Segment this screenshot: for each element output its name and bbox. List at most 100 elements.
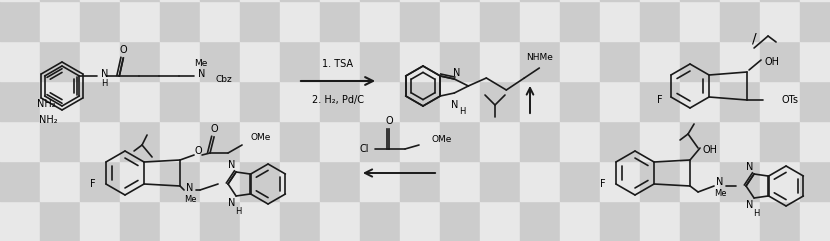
Bar [440,121,480,161]
Bar [720,201,760,241]
Bar [520,121,560,161]
Bar [240,161,280,201]
Bar [720,161,760,201]
Bar [160,0,200,1]
Bar [120,0,160,1]
Text: OMe: OMe [250,133,271,141]
Bar [200,1,240,41]
Bar [360,0,400,1]
Bar [120,161,160,201]
Text: H: H [101,79,108,87]
Bar [0,0,40,1]
Text: NH₂: NH₂ [39,115,57,125]
Text: Cbz: Cbz [215,75,232,85]
Bar [440,1,480,41]
Bar [360,1,400,41]
Bar [400,1,440,41]
Text: N: N [716,177,724,187]
Bar [0,41,40,81]
Bar [200,121,240,161]
Text: /: / [752,31,756,45]
Text: O: O [120,45,127,55]
Bar [680,1,720,41]
Bar [400,41,440,81]
Bar [440,161,480,201]
Bar [800,201,830,241]
Bar [520,161,560,201]
Text: H: H [235,208,242,216]
Bar [160,201,200,241]
Bar [80,41,120,81]
Bar [560,81,600,121]
Bar [360,41,400,81]
Bar [280,121,320,161]
Text: N: N [187,183,193,193]
Bar [200,0,240,1]
Bar [480,121,520,161]
Text: O: O [385,116,393,126]
Bar [480,201,520,241]
Bar [400,201,440,241]
Bar [40,201,80,241]
Bar [720,1,760,41]
Bar [640,0,680,1]
Bar [80,1,120,41]
Bar [640,201,680,241]
Bar [360,201,400,241]
Bar [560,0,600,1]
Text: OMe: OMe [431,134,452,143]
Bar [800,121,830,161]
Text: Me: Me [193,60,207,68]
Bar [680,81,720,121]
Bar [320,1,360,41]
Text: O: O [210,124,217,134]
Bar [80,161,120,201]
Bar [720,41,760,81]
Text: F: F [657,95,663,105]
Bar [720,81,760,121]
Bar [40,81,80,121]
Bar [360,121,400,161]
Bar [480,81,520,121]
Bar [680,161,720,201]
Bar [80,201,120,241]
Bar [0,161,40,201]
Bar [800,1,830,41]
Bar [320,0,360,1]
Text: N: N [746,200,754,210]
Bar [80,81,120,121]
Bar [320,201,360,241]
Text: Cl: Cl [359,144,369,154]
Bar [480,0,520,1]
Bar [280,201,320,241]
Text: F: F [600,179,606,189]
Bar [40,0,80,1]
Text: N: N [228,198,236,208]
Bar [520,0,560,1]
Bar [520,201,560,241]
Bar [40,161,80,201]
Bar [200,81,240,121]
Text: NHMe: NHMe [526,54,553,62]
Bar [320,161,360,201]
Text: N: N [101,69,109,79]
Bar [800,161,830,201]
Bar [520,81,560,121]
Bar [600,81,640,121]
Bar [760,41,800,81]
Bar [40,41,80,81]
Bar [360,81,400,121]
Bar [160,121,200,161]
Bar [0,81,40,121]
Bar [0,121,40,161]
Bar [760,1,800,41]
Text: OH: OH [702,145,717,155]
Bar [760,121,800,161]
Bar [200,201,240,241]
Bar [640,121,680,161]
Text: N: N [746,162,754,172]
Bar [160,41,200,81]
Bar [240,0,280,1]
Bar [320,121,360,161]
Bar [280,81,320,121]
